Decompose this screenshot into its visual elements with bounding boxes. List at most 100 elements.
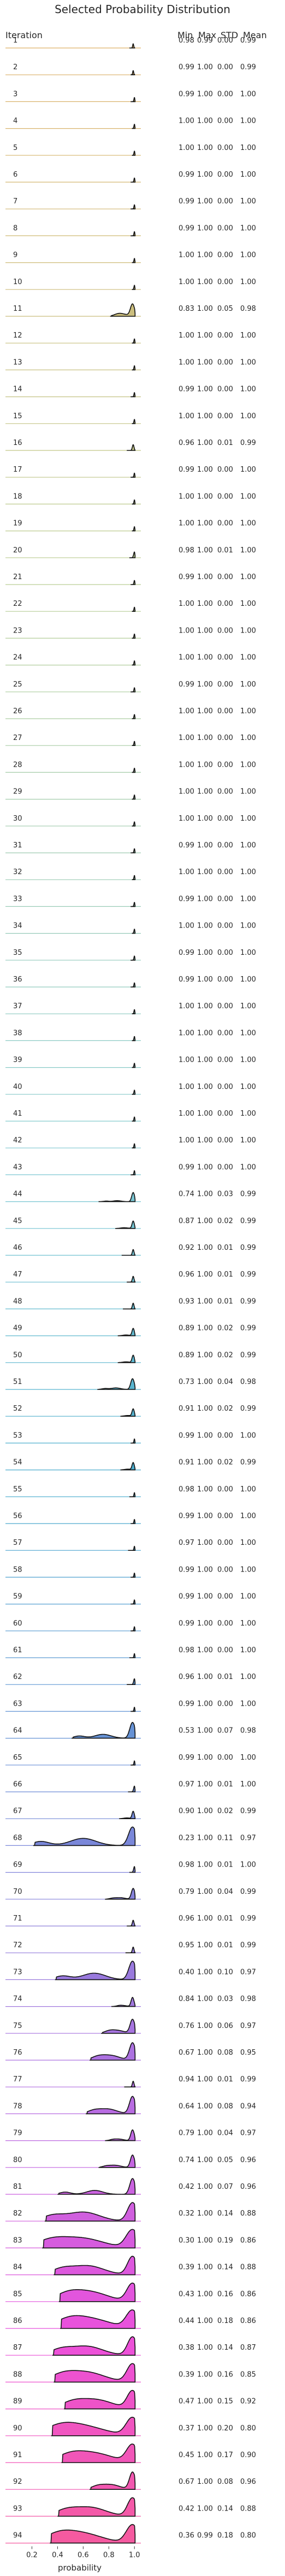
ridge-row: 85 0.43 1.00 0.16 0.86: [5, 2283, 256, 2302]
row-mean: 1.00: [240, 573, 256, 581]
row-max: 1.00: [197, 2210, 213, 2218]
density-curve: [52, 2336, 136, 2356]
row-mean: 0.98: [240, 1995, 256, 2003]
row-max: 1.00: [197, 1271, 213, 1279]
row-std: 0.00: [217, 412, 233, 420]
row-max: 1.00: [197, 1566, 213, 1574]
row-min: 0.40: [179, 1968, 194, 1976]
row-mean: 0.99: [240, 1888, 256, 1896]
ridge-row: 37 1.00 1.00 0.00 1.00: [5, 1002, 256, 1014]
row-min: 1.00: [179, 600, 194, 608]
x-tick-label: 0.8: [103, 2551, 115, 2560]
row-max: 1.00: [197, 1807, 213, 1815]
row-std: 0.01: [217, 1673, 233, 1681]
row-mean: 1.00: [240, 1485, 256, 1494]
row-mean: 1.00: [240, 1620, 256, 1628]
ridge-row: 33 0.99 1.00 0.00 1.00: [5, 895, 256, 907]
row-mean: 1.00: [240, 949, 256, 957]
row-iteration: 41: [13, 1110, 22, 1118]
row-max: 1.00: [197, 1512, 213, 1520]
row-iteration: 57: [13, 1539, 22, 1547]
density-curve: [130, 97, 136, 103]
row-std: 0.10: [217, 1968, 233, 1976]
ridge-row: 34 1.00 1.00 0.00 1.00: [5, 922, 256, 934]
row-std: 0.08: [217, 2049, 233, 2057]
ridge-row: 92 0.67 1.00 0.08 0.96: [5, 2471, 256, 2490]
row-iteration: 14: [13, 386, 22, 394]
row-mean: 0.88: [240, 2505, 256, 2513]
row-std: 0.00: [217, 707, 233, 715]
row-min: 1.00: [179, 1110, 194, 1118]
row-min: 0.42: [179, 2505, 194, 2513]
density-curve: [54, 2363, 136, 2383]
row-std: 0.00: [217, 332, 233, 340]
row-std: 0.00: [217, 1566, 233, 1574]
row-min: 0.99: [179, 386, 194, 394]
row-max: 1.00: [197, 520, 213, 528]
density-curve: [125, 1946, 136, 1953]
density-curve: [132, 795, 136, 800]
ridge-row: 7 0.99 1.00 0.00 1.00: [5, 197, 256, 209]
row-max: 1.00: [197, 1754, 213, 1762]
row-mean: 0.95: [240, 2049, 256, 2057]
row-max: 1.00: [197, 654, 213, 662]
row-max: 1.00: [197, 707, 213, 715]
row-min: 0.98: [179, 1646, 194, 1654]
row-mean: 0.99: [240, 1217, 256, 1225]
row-iteration: 17: [13, 466, 22, 474]
density-curve: [132, 1143, 136, 1148]
row-mean: 1.00: [240, 1593, 256, 1601]
row-iteration: 8: [13, 224, 17, 232]
ridge-row: 31 0.99 1.00 0.00 1.00: [5, 841, 256, 853]
row-min: 0.99: [179, 1593, 194, 1601]
row-std: 0.02: [217, 1325, 233, 1333]
ridge-row: 3 0.99 1.00 0.00 1.00: [5, 90, 256, 103]
row-iteration: 52: [13, 1405, 22, 1413]
row-std: 0.01: [217, 439, 233, 447]
ridge-row: 13 1.00 1.00 0.00 1.00: [5, 358, 256, 371]
row-iteration: 30: [13, 815, 22, 823]
density-curve: [129, 43, 135, 49]
row-max: 1.00: [197, 1941, 213, 1949]
ridge-row: 65 0.99 1.00 0.00 1.00: [5, 1754, 256, 1766]
ridge-row: 60 0.99 1.00 0.00 1.00: [5, 1620, 256, 1632]
header-min: Min: [177, 30, 193, 40]
row-mean: 1.00: [240, 1029, 256, 1037]
density-curve: [130, 177, 136, 183]
row-iteration: 80: [13, 2156, 22, 2164]
row-min: 0.99: [179, 1620, 194, 1628]
row-max: 1.00: [197, 358, 213, 366]
row-std: 0.00: [217, 63, 233, 71]
row-mean: 1.00: [240, 144, 256, 152]
density-curve: [127, 444, 136, 451]
row-max: 1.00: [197, 600, 213, 608]
density-curve: [54, 2255, 136, 2276]
ridge-row: 84 0.39 1.00 0.14 0.88: [5, 2255, 256, 2276]
row-min: 0.99: [179, 681, 194, 689]
row-mean: 1.00: [240, 332, 256, 340]
density-curve: [130, 392, 136, 398]
density-curve: [124, 2080, 136, 2087]
row-min: 0.99: [179, 90, 194, 98]
row-mean: 0.94: [240, 2102, 256, 2110]
row-max: 1.00: [197, 1834, 213, 1842]
row-std: 0.00: [217, 197, 233, 206]
density-curve: [129, 1492, 136, 1497]
row-mean: 0.99: [240, 1244, 256, 1252]
row-min: 0.64: [179, 2102, 194, 2110]
row-min: 1.00: [179, 1056, 194, 1064]
row-max: 1.00: [197, 2424, 213, 2433]
ridge-row: 89 0.47 1.00 0.15 0.92: [5, 2390, 256, 2410]
row-iteration: 67: [13, 1807, 22, 1815]
row-max: 1.00: [197, 278, 213, 286]
ridge-row: 35 0.99 1.00 0.00 1.00: [5, 949, 256, 961]
row-min: 0.44: [179, 2317, 194, 2325]
row-std: 0.00: [217, 251, 233, 260]
row-iteration: 64: [13, 1727, 22, 1735]
row-max: 1.00: [197, 305, 213, 313]
row-mean: 1.00: [240, 761, 256, 769]
row-max: 1.00: [197, 868, 213, 876]
ridge-row: 42 1.00 1.00 0.00 1.00: [5, 1136, 256, 1148]
density-curve: [72, 1722, 136, 1739]
ridge-row: 57 0.97 1.00 0.00 1.00: [5, 1539, 256, 1551]
